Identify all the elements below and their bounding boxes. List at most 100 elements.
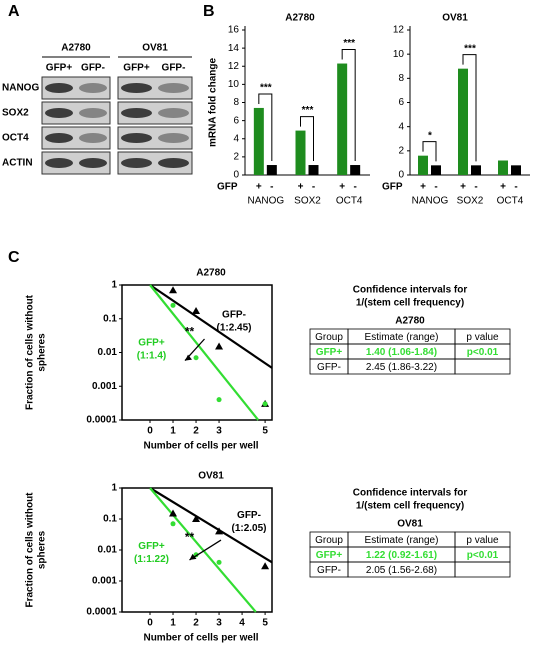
point xyxy=(170,521,176,527)
panel-label: B xyxy=(203,3,215,20)
table-text: Estimate (range) xyxy=(365,332,439,343)
x-tick-label: 3 xyxy=(216,426,222,437)
blot-frame xyxy=(41,151,111,175)
bar xyxy=(431,165,441,175)
series-ratio: (1:1.22) xyxy=(134,554,169,565)
series-label: GFP- xyxy=(222,309,246,320)
bar xyxy=(511,165,521,175)
x-tick-label: 2 xyxy=(193,618,199,629)
point xyxy=(169,286,178,294)
significance-label: *** xyxy=(302,105,314,116)
y-axis-label: spheres xyxy=(37,530,48,569)
fit-line xyxy=(149,284,273,369)
significance-label: *** xyxy=(464,43,476,54)
series-ratio: (1:2.05) xyxy=(231,523,266,534)
table-text: p value xyxy=(466,332,499,343)
lane-label: GFP- xyxy=(162,63,186,74)
fit-line xyxy=(149,487,257,613)
significance-bracket xyxy=(462,54,477,162)
chart-title: OV81 xyxy=(442,13,468,24)
table-text: GFP+ xyxy=(316,347,343,358)
point xyxy=(169,509,178,517)
y-axis-label: Fraction of cells without xyxy=(25,492,36,608)
legend-label: + xyxy=(256,182,262,193)
series-ratio: (1:2.45) xyxy=(216,322,251,333)
legend-label: + xyxy=(339,182,345,193)
x-tick-label: NANOG xyxy=(247,196,284,207)
y-tick-label: 12 xyxy=(228,61,240,72)
y-axis-label: spheres xyxy=(37,333,48,372)
x-tick-label: 2 xyxy=(193,426,199,437)
point xyxy=(216,397,222,403)
fit-line xyxy=(149,487,273,564)
x-tick-label: NANOG xyxy=(412,196,449,207)
significance-label: *** xyxy=(260,83,272,94)
blot-frame xyxy=(117,76,193,100)
blot-frame xyxy=(41,126,111,150)
y-tick-label: 0.001 xyxy=(92,381,117,392)
table-text: 2.05 (1.56-2.68) xyxy=(366,565,437,576)
legend-label: - xyxy=(312,182,315,193)
point xyxy=(192,306,201,314)
blot-frame xyxy=(41,76,111,100)
fit-line xyxy=(149,284,260,421)
y-tick-label: 0 xyxy=(398,170,404,181)
chart-title: OV81 xyxy=(198,471,224,482)
y-tick-label: 0.01 xyxy=(98,347,118,358)
table-text: Group xyxy=(315,535,343,546)
panel-label: C xyxy=(8,249,20,266)
significance-label: *** xyxy=(343,38,355,49)
table-cell xyxy=(454,358,511,375)
table-subtitle: OV81 xyxy=(397,519,423,530)
lane-label: GFP+ xyxy=(123,63,150,74)
band xyxy=(121,133,152,143)
table-text: p value xyxy=(466,535,499,546)
band xyxy=(45,83,73,93)
table-title: Confidence intervals for xyxy=(353,488,468,499)
arrow xyxy=(189,539,222,561)
table-text: 1.22 (0.92-1.61) xyxy=(366,550,437,561)
cell-line-label: A2780 xyxy=(61,43,91,54)
bar xyxy=(308,165,319,175)
x-tick-label: 4 xyxy=(239,618,245,629)
table-text: 2.45 (1.86-3.22) xyxy=(366,362,437,373)
blot-frame xyxy=(117,151,193,175)
legend-label: - xyxy=(514,182,517,193)
chart-title: A2780 xyxy=(196,268,226,279)
bar xyxy=(471,165,481,175)
band xyxy=(121,83,152,93)
band xyxy=(121,108,152,118)
point xyxy=(262,401,268,407)
x-tick-label: 1 xyxy=(170,426,176,437)
row-label: NANOG xyxy=(2,83,39,94)
band xyxy=(79,83,107,93)
y-tick-label: 8 xyxy=(398,73,404,84)
y-tick-label: 0.1 xyxy=(103,514,117,525)
x-tick-label: 0 xyxy=(147,618,153,629)
y-tick-label: 0.0001 xyxy=(86,415,117,426)
y-tick-label: 10 xyxy=(393,49,405,60)
table-text: GFP- xyxy=(317,362,341,373)
point xyxy=(216,559,222,565)
group-label: GFP xyxy=(382,182,403,193)
y-tick-label: 0 xyxy=(233,170,239,181)
point xyxy=(215,342,224,350)
row-label: SOX2 xyxy=(2,108,29,119)
table-cell xyxy=(454,561,511,578)
legend-label: - xyxy=(353,182,356,193)
table-text: GFP+ xyxy=(316,550,343,561)
x-tick-label: OCT4 xyxy=(497,196,524,207)
row-label: OCT4 xyxy=(2,133,29,144)
series-label: GFP- xyxy=(237,510,261,521)
lane-label: GFP+ xyxy=(46,63,73,74)
bar xyxy=(458,68,468,175)
y-tick-label: 0.0001 xyxy=(86,607,117,618)
significance-label: ** xyxy=(185,530,195,544)
significance-bracket xyxy=(258,93,273,162)
bar xyxy=(498,160,508,175)
x-tick-label: 5 xyxy=(262,426,268,437)
bar xyxy=(418,155,428,175)
cell-line-label: OV81 xyxy=(142,43,168,54)
legend-label: + xyxy=(420,182,426,193)
